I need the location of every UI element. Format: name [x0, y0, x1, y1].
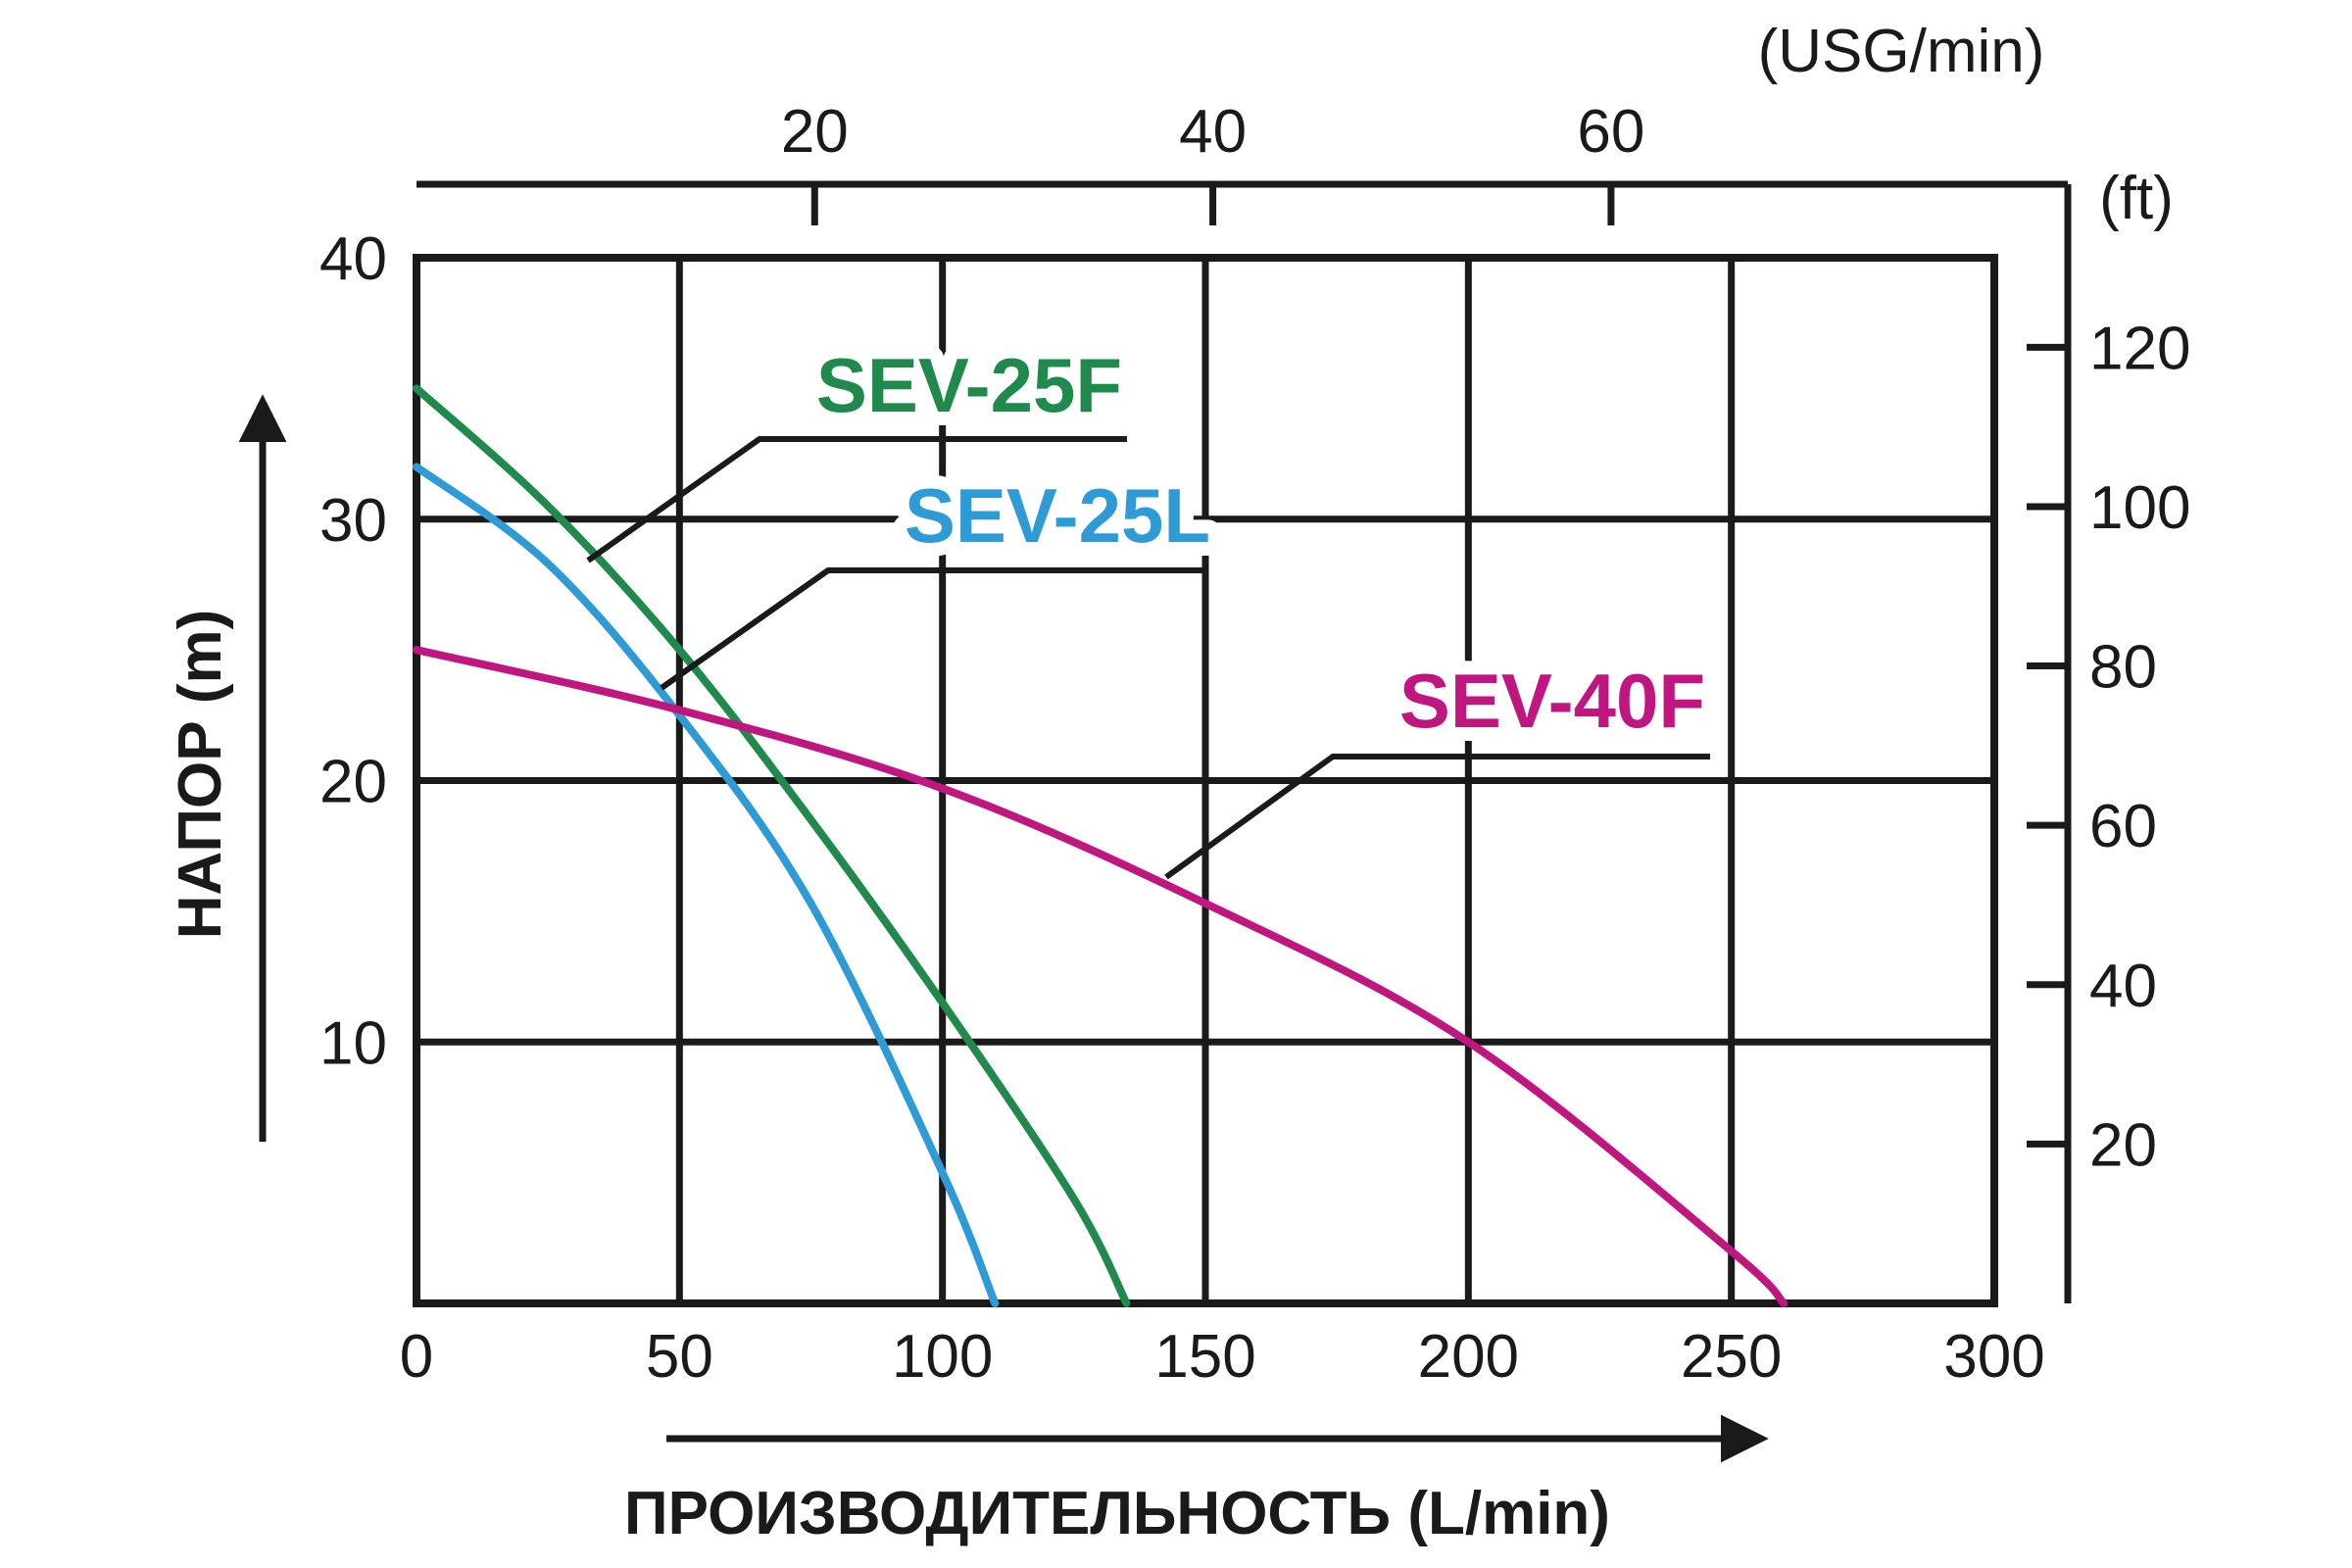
series-label-halo: SEV-40F — [1399, 658, 1705, 744]
ft-tick-label: 20 — [2089, 1111, 2157, 1179]
usg-axis-unit: (USG/min) — [1758, 18, 2045, 85]
x-tick-label: 50 — [646, 1323, 713, 1391]
y-tick-label: 20 — [319, 749, 387, 816]
y-axis-title: НАПОР (m) — [167, 610, 234, 940]
x-axis-title: ПРОИЗВОДИТЕЛЬНОСТЬ (L/min) — [624, 1480, 1610, 1547]
x-tick-label: 150 — [1154, 1323, 1255, 1391]
x-tick-label: 200 — [1418, 1323, 1519, 1391]
usg-tick-label: 60 — [1577, 98, 1644, 166]
series-line-sev-40f — [413, 646, 1788, 1307]
y-tick-label: 40 — [319, 225, 387, 293]
x-tick-label: 0 — [400, 1323, 433, 1391]
ft-tick-label: 100 — [2089, 474, 2190, 542]
series-label-halo: SEV-25F — [816, 342, 1122, 428]
usg-tick-label: 20 — [781, 98, 849, 166]
series-label-halo: SEV-25L — [905, 472, 1210, 559]
performance-curves — [413, 384, 1788, 1307]
leader-line — [586, 436, 1127, 564]
series-label: SEV-25F — [816, 342, 1122, 428]
x-tick-label: 100 — [892, 1323, 993, 1391]
leader-line — [660, 567, 1203, 691]
x-tick-label: 300 — [1943, 1323, 2044, 1391]
tick-labels: 0 50 100 150 200 250 300 10 20 30 40 20 40 60 20 40 60 80… — [319, 98, 2190, 1391]
grid — [413, 254, 1998, 1307]
ft-tick-label: 40 — [2089, 953, 2157, 1020]
series-line-sev-25l — [413, 463, 1000, 1307]
ft-tick-label: 120 — [2089, 315, 2190, 382]
ft-tick-label: 80 — [2089, 634, 2157, 702]
y-tick-label: 30 — [319, 487, 387, 555]
x-tick-label: 250 — [1681, 1323, 1782, 1391]
series-line-sev-25f — [413, 384, 1131, 1307]
label-leader-lines: SEV-25FSEV-25FSEV-25LSEV-25LSEV-40FSEV-4… — [586, 328, 1719, 880]
leader-line — [1164, 754, 1710, 880]
ft-axis-unit: (ft) — [2099, 165, 2174, 232]
series-label: SEV-25L — [905, 472, 1210, 559]
y-tick-label: 10 — [319, 1009, 387, 1077]
series-label: SEV-40F — [1399, 658, 1705, 744]
ft-tick-label: 60 — [2089, 793, 2157, 860]
usg-tick-label: 40 — [1179, 98, 1247, 166]
